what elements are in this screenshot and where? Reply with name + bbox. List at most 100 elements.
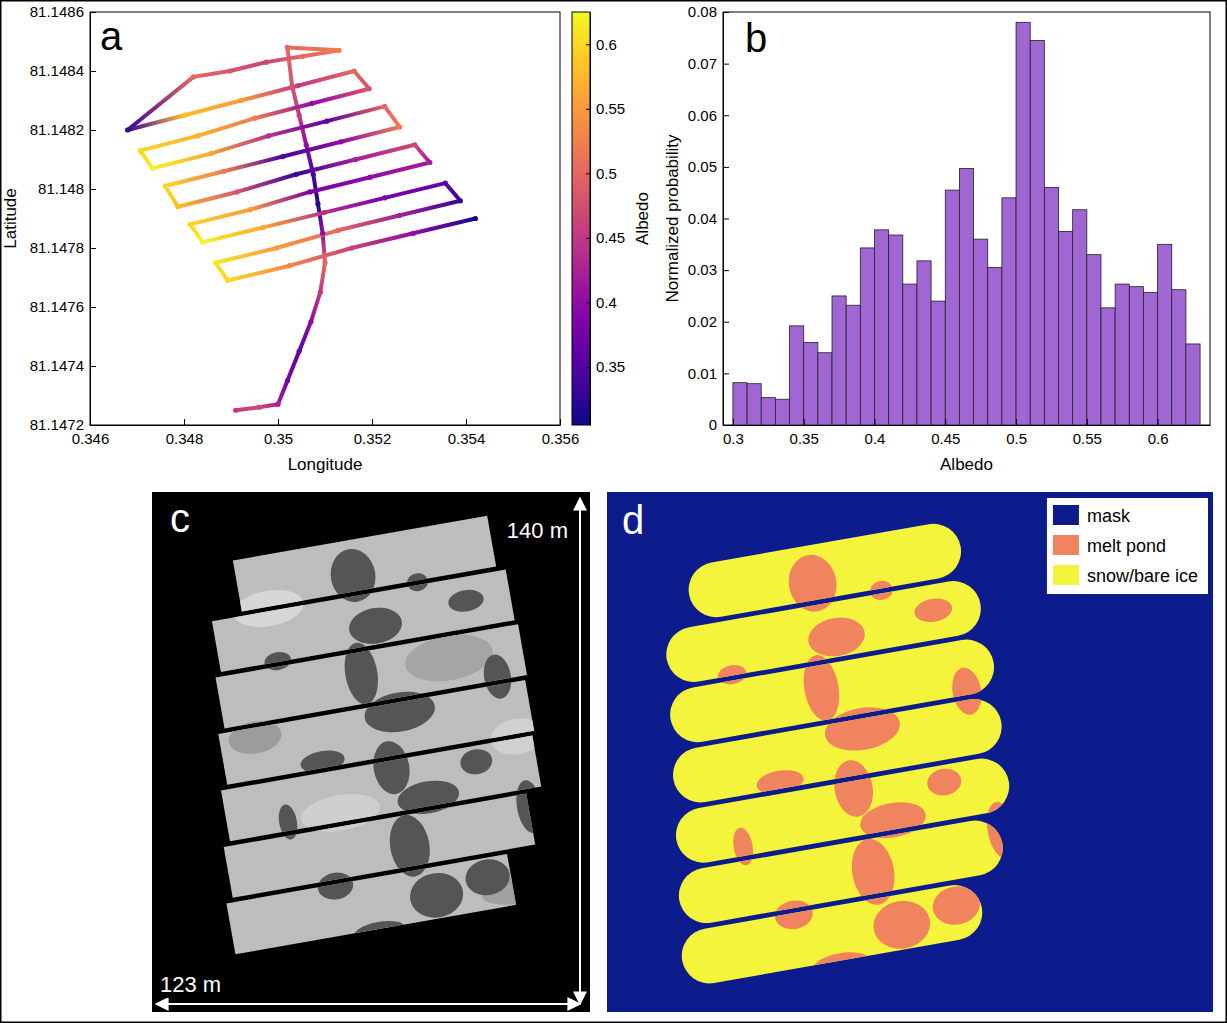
tick-mark bbox=[1087, 419, 1088, 425]
tick-label: 0.45 bbox=[596, 229, 625, 246]
track-segment bbox=[193, 71, 230, 77]
legend-label: mask bbox=[1087, 506, 1131, 526]
tick-label: 0.5 bbox=[596, 165, 617, 182]
track-segment bbox=[290, 248, 352, 266]
track-point bbox=[337, 48, 342, 53]
tick: 0.45 bbox=[586, 229, 625, 246]
track-segment bbox=[224, 157, 283, 172]
melt-pond bbox=[385, 812, 434, 880]
track-point bbox=[443, 181, 448, 186]
panel-letter: b bbox=[745, 16, 767, 60]
melt-pond bbox=[299, 747, 347, 776]
tick: 0.55 bbox=[1073, 419, 1102, 447]
tick-label: 0.4 bbox=[596, 294, 617, 311]
track-point bbox=[349, 245, 354, 250]
melt-pond bbox=[395, 776, 462, 818]
track-segment bbox=[269, 121, 327, 136]
tick-label: 0.08 bbox=[688, 3, 717, 20]
melt-pond bbox=[316, 870, 356, 902]
melt-pond bbox=[847, 835, 900, 908]
tick-label: 0.04 bbox=[688, 210, 717, 227]
tick-label: 0.55 bbox=[1073, 430, 1102, 447]
track-segment bbox=[241, 86, 298, 101]
background bbox=[0, 0, 1227, 1023]
panel-letter-group: c bbox=[167, 495, 193, 541]
tick-mark bbox=[1016, 419, 1017, 425]
track-point bbox=[411, 231, 416, 236]
tick-label: 0.354 bbox=[448, 430, 486, 447]
tick-mark bbox=[723, 425, 729, 426]
scale-label-group: 123 m bbox=[157, 971, 224, 998]
track-point bbox=[315, 201, 320, 206]
tick: 0.35 bbox=[586, 358, 625, 375]
track-point bbox=[182, 113, 187, 118]
tick-mark bbox=[723, 115, 729, 116]
tick-mark bbox=[90, 130, 96, 131]
label-patch bbox=[504, 517, 571, 544]
tick-label: 0.03 bbox=[688, 261, 717, 278]
tick-label: 0.352 bbox=[354, 430, 392, 447]
tick-mark bbox=[586, 44, 590, 45]
tick-mark bbox=[1158, 419, 1159, 425]
melt-pond bbox=[369, 738, 413, 797]
x-axis: 0.30.350.40.450.50.550.6 bbox=[723, 419, 1211, 447]
track-segment bbox=[128, 115, 185, 130]
label-patch bbox=[157, 971, 224, 998]
track-segment bbox=[228, 266, 290, 281]
tick: 81.1472 bbox=[30, 416, 96, 433]
melt-pond bbox=[447, 587, 486, 614]
melt-pond bbox=[513, 778, 547, 835]
track-point bbox=[324, 119, 329, 124]
track-segment bbox=[259, 404, 278, 407]
track-point bbox=[125, 127, 130, 132]
track-point bbox=[208, 151, 213, 156]
track-segment bbox=[198, 118, 255, 136]
track-point bbox=[195, 133, 200, 138]
x-axis-title: Longitude bbox=[288, 455, 363, 474]
track-segment bbox=[278, 381, 287, 405]
track-segment bbox=[153, 154, 211, 169]
melt-pond bbox=[857, 797, 928, 842]
colorbar-axis: 0.350.40.450.50.550.6 bbox=[586, 13, 625, 426]
track-point bbox=[367, 86, 372, 91]
label-patch bbox=[619, 497, 647, 543]
track-point bbox=[297, 113, 302, 118]
track-segment bbox=[310, 177, 370, 192]
track-segment bbox=[311, 292, 320, 322]
tick-mark bbox=[466, 419, 467, 425]
track-segment bbox=[445, 183, 460, 201]
tick: 81.1484 bbox=[30, 62, 96, 79]
tick: 0.55 bbox=[586, 100, 625, 117]
legend-box bbox=[1047, 498, 1208, 594]
track-segment bbox=[255, 103, 312, 118]
panel-letter: a bbox=[100, 14, 123, 58]
melt-pond bbox=[784, 551, 841, 615]
track-segment bbox=[318, 204, 323, 234]
track-segment bbox=[215, 248, 276, 263]
bar bbox=[874, 230, 888, 425]
track-segment bbox=[303, 50, 339, 56]
tick: 0.5 bbox=[1006, 419, 1027, 447]
track-point bbox=[233, 408, 238, 413]
track-point bbox=[368, 175, 373, 180]
track-point bbox=[225, 278, 230, 283]
track-point bbox=[321, 210, 326, 215]
tick-mark bbox=[723, 373, 729, 374]
bar bbox=[860, 248, 874, 425]
bar bbox=[959, 168, 973, 425]
tick-mark bbox=[723, 219, 729, 220]
tick-mark bbox=[90, 189, 96, 190]
tick-label: 0.4 bbox=[865, 430, 886, 447]
track-segment bbox=[323, 233, 325, 263]
track-point bbox=[175, 204, 180, 209]
tick: 0.5 bbox=[586, 165, 617, 182]
track-segment bbox=[266, 56, 303, 62]
track-point bbox=[290, 83, 295, 88]
track-point bbox=[285, 45, 290, 50]
tick: 0.4 bbox=[865, 419, 886, 447]
tick-label: 0.348 bbox=[166, 430, 204, 447]
track-segment bbox=[385, 106, 400, 127]
bar bbox=[1087, 255, 1101, 425]
tick: 0.354 bbox=[448, 419, 486, 447]
melt-pond bbox=[463, 856, 513, 899]
